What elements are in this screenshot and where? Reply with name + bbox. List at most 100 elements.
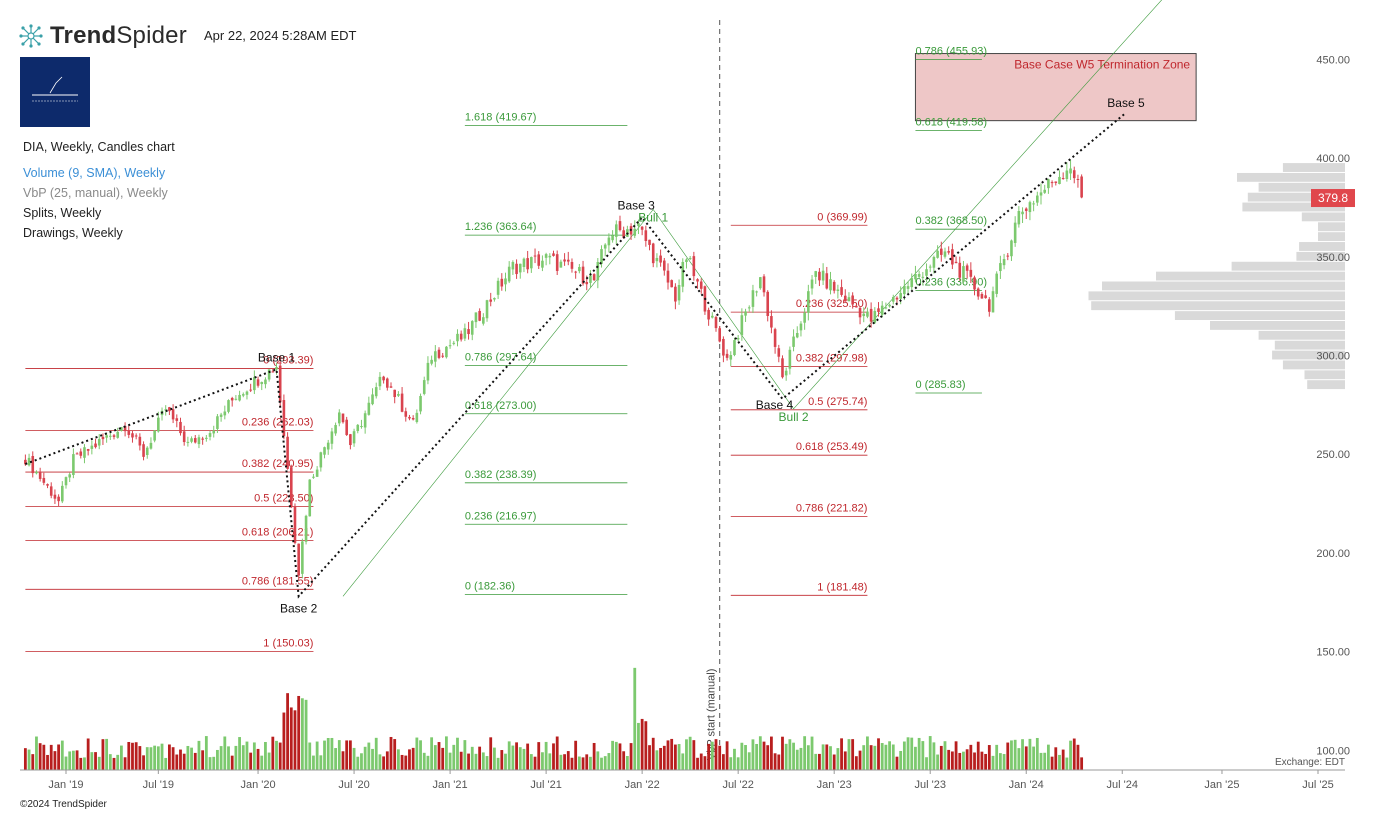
fib-level-label: 1 (150.03) — [263, 638, 313, 650]
volume-bar — [94, 752, 97, 770]
volume-bar — [404, 755, 408, 770]
volume-bar — [744, 745, 747, 770]
volume-bar — [1065, 757, 1069, 770]
candle-body — [175, 418, 179, 421]
candle-body — [729, 355, 733, 360]
fib-level-label: 0 (293.39) — [263, 355, 313, 367]
volume-bar — [212, 756, 216, 770]
volume-bar — [456, 737, 459, 770]
volume-bar — [467, 753, 470, 770]
volume-bar — [906, 737, 910, 770]
legend-symbol[interactable]: DIA, Weekly, Candles chart — [23, 140, 175, 154]
volume-bar — [489, 737, 493, 770]
candle-body — [94, 443, 97, 448]
legend-vbp[interactable]: VbP (25, manual), Weekly — [23, 186, 168, 200]
candle-body — [315, 469, 319, 477]
volume-bar — [1002, 754, 1006, 770]
candle-body — [991, 291, 995, 313]
volume-bar — [493, 747, 496, 770]
volume-bar — [673, 744, 677, 770]
volume-bar — [1054, 747, 1058, 770]
candle-body — [880, 305, 884, 315]
volume-bar — [1021, 739, 1024, 770]
candle-body — [437, 349, 441, 358]
candle-body — [482, 317, 485, 324]
candle-body — [371, 394, 374, 405]
candle-body — [297, 543, 300, 576]
volume-bar — [38, 743, 42, 770]
candle-body — [906, 286, 910, 289]
volume-bar — [1010, 740, 1013, 770]
candle-body — [386, 378, 389, 388]
candle-body — [1058, 176, 1061, 185]
candle-body — [241, 394, 245, 396]
x-tick-label: Jul '24 — [1107, 779, 1138, 791]
volume-bar — [991, 755, 995, 770]
volume-bar — [60, 740, 64, 770]
candle-body — [83, 447, 86, 458]
volume-bar — [821, 744, 825, 770]
volume-bar — [566, 751, 570, 770]
volume-bar — [252, 742, 256, 770]
volume-bar — [437, 742, 441, 770]
volume-bar — [600, 757, 603, 770]
volume-bar — [46, 754, 49, 770]
volume-bar — [862, 745, 866, 770]
volume-bar — [755, 743, 759, 770]
candle-body — [474, 312, 478, 323]
volume-bar — [976, 741, 980, 770]
volume-bar — [452, 744, 456, 770]
volume-bar — [965, 749, 969, 770]
candle-body — [648, 239, 651, 245]
candle-body — [334, 425, 337, 434]
vbp-bar — [1272, 350, 1345, 360]
legend-volume[interactable]: Volume (9, SMA), Weekly — [23, 166, 166, 180]
fib-level-label: 0.786 (297.64) — [465, 351, 537, 363]
volume-bar — [637, 722, 640, 770]
candle-body — [537, 254, 541, 266]
x-tick-label: Jan '23 — [817, 779, 852, 791]
volume-bar — [330, 737, 334, 770]
last-price-tag — [1311, 189, 1355, 208]
candle-body — [795, 333, 799, 338]
candle-body — [559, 261, 563, 268]
volume-bar — [659, 747, 663, 770]
candle-body — [530, 257, 533, 269]
candle-body — [134, 435, 138, 437]
candle-body — [928, 266, 932, 268]
volume-bar — [426, 755, 430, 770]
candle-body — [245, 391, 249, 395]
candle-body — [31, 456, 35, 474]
vbp-bar — [1231, 261, 1345, 271]
candle-body — [46, 484, 49, 486]
volume-bar — [297, 695, 301, 770]
candle-body — [895, 297, 899, 300]
volume-bar — [474, 753, 478, 770]
legend-drawings[interactable]: Drawings, Weekly — [23, 226, 123, 240]
candle-body — [740, 315, 744, 336]
vbp-bar — [1091, 301, 1345, 311]
candle-body — [445, 346, 448, 358]
candle-body — [566, 259, 570, 262]
candle-body — [570, 261, 574, 269]
candle-body — [603, 244, 607, 249]
volume-bar — [736, 757, 740, 770]
legend-splits[interactable]: Splits, Weekly — [23, 206, 102, 220]
fib-level-label: 0.618 (273.00) — [465, 400, 537, 412]
candle-body — [230, 397, 234, 401]
candle-body — [127, 430, 131, 435]
volume-bar — [193, 752, 197, 770]
x-tick-label: Jan '24 — [1009, 779, 1044, 791]
candle-body — [589, 275, 592, 283]
candle-body — [485, 300, 489, 319]
candle-body — [762, 276, 766, 293]
volume-bar — [504, 753, 507, 770]
candle-body — [68, 474, 71, 478]
volume-bar — [810, 736, 814, 770]
volume-bar — [995, 744, 999, 770]
x-tick-label: Jan '25 — [1204, 779, 1239, 791]
candle-body — [747, 307, 751, 309]
candle-body — [847, 297, 851, 302]
candle-body — [976, 288, 980, 297]
